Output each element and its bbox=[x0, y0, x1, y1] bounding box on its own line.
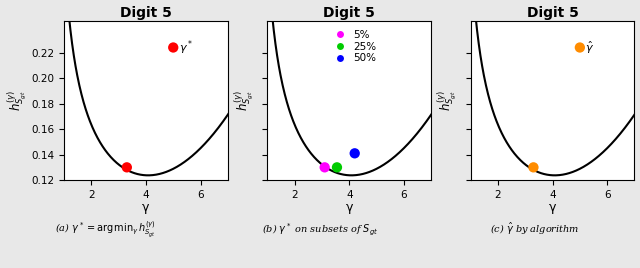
Point bbox=[332, 165, 342, 169]
Legend: 5%, 25%, 50%: 5%, 25%, 50% bbox=[325, 26, 380, 67]
Text: (a) $\gamma^* = \mathrm{arg\,min}_{\gamma}\, h_{S_{gt}}^{(\gamma)}$: (a) $\gamma^* = \mathrm{arg\,min}_{\gamm… bbox=[55, 220, 156, 240]
Point bbox=[529, 165, 539, 169]
Text: $\gamma^*$: $\gamma^*$ bbox=[179, 38, 193, 57]
Text: (c) $\hat{\gamma}$ by algorithm: (c) $\hat{\gamma}$ by algorithm bbox=[490, 221, 579, 237]
Point bbox=[122, 165, 132, 169]
Point bbox=[168, 45, 179, 50]
Point bbox=[319, 165, 330, 169]
Point bbox=[575, 45, 585, 50]
Y-axis label: $h_{S_{gt}}^{(\gamma)}$: $h_{S_{gt}}^{(\gamma)}$ bbox=[232, 90, 255, 111]
Point bbox=[349, 151, 360, 155]
Title: Digit 5: Digit 5 bbox=[120, 6, 172, 20]
Y-axis label: $h_{S_{gt}}^{(\gamma)}$: $h_{S_{gt}}^{(\gamma)}$ bbox=[6, 90, 28, 111]
Title: Digit 5: Digit 5 bbox=[527, 6, 579, 20]
Title: Digit 5: Digit 5 bbox=[323, 6, 375, 20]
Text: $\hat{\gamma}$: $\hat{\gamma}$ bbox=[586, 39, 595, 56]
X-axis label: γ: γ bbox=[142, 201, 150, 214]
Text: (b) $\gamma^*$ on subsets of $S_{gt}$: (b) $\gamma^*$ on subsets of $S_{gt}$ bbox=[262, 222, 378, 238]
X-axis label: γ: γ bbox=[346, 201, 353, 214]
Y-axis label: $h_{S_{gt}}^{(\gamma)}$: $h_{S_{gt}}^{(\gamma)}$ bbox=[435, 90, 458, 111]
X-axis label: γ: γ bbox=[549, 201, 556, 214]
